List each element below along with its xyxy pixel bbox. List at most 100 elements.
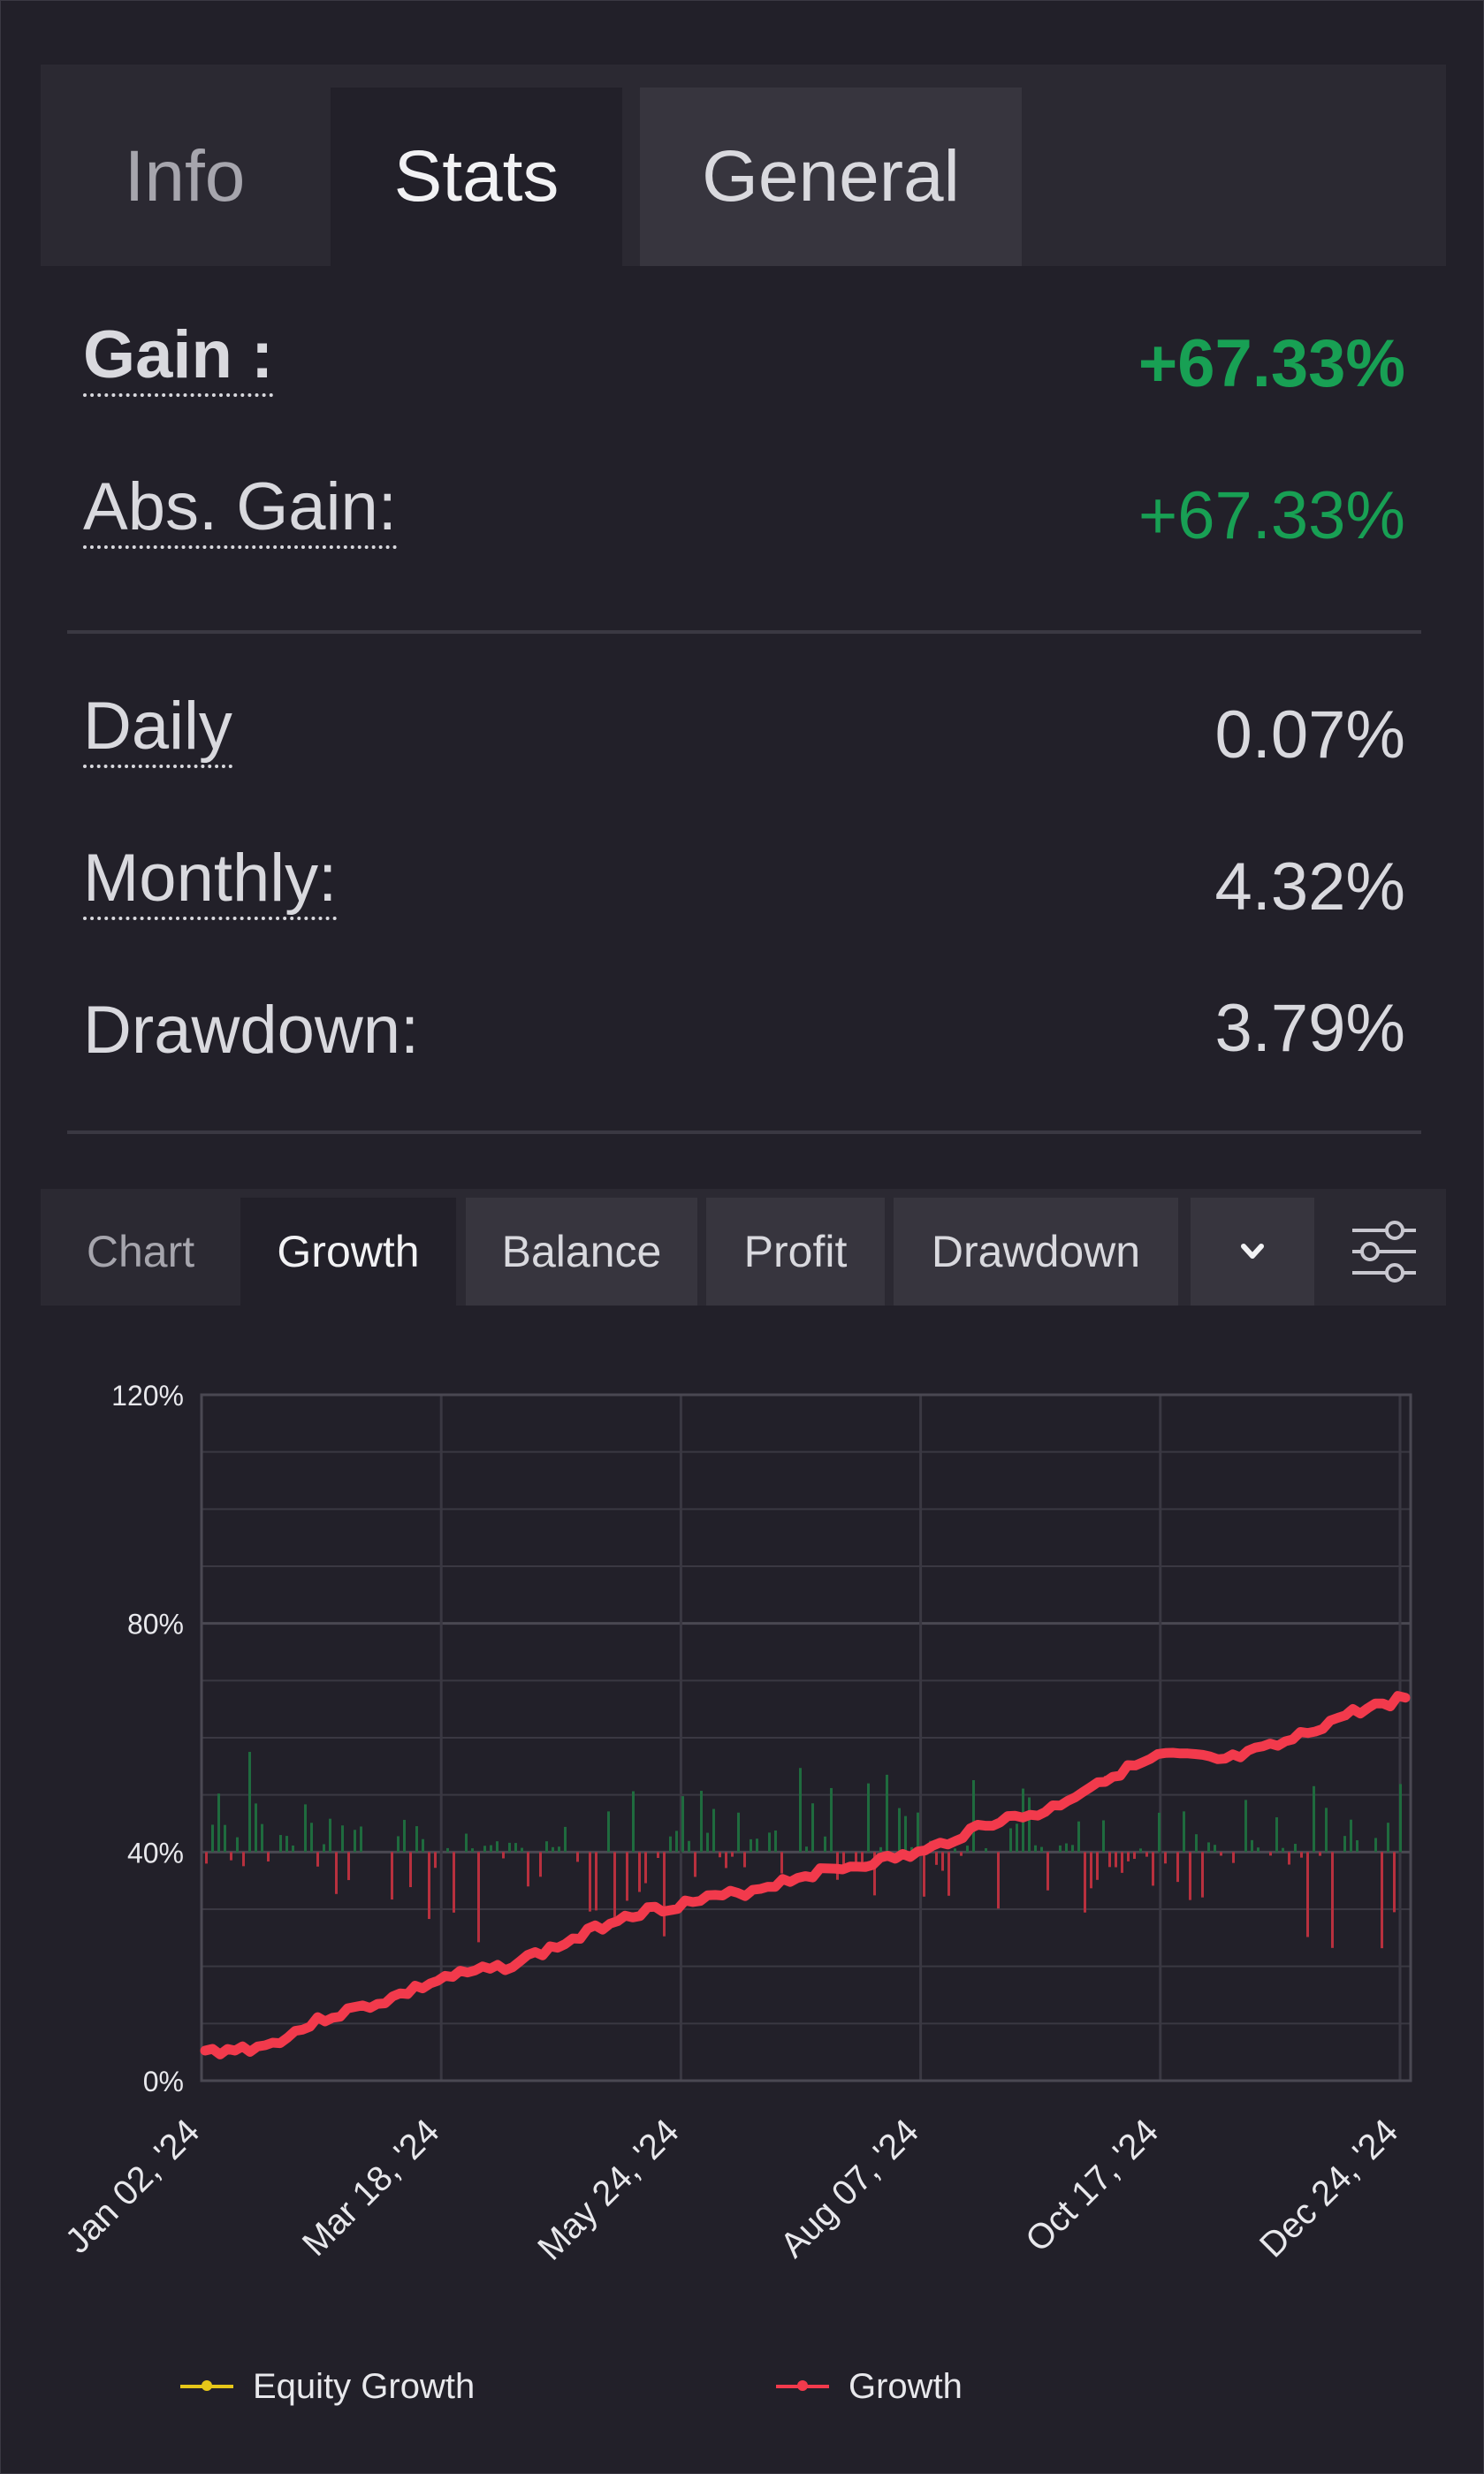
loss-bar — [1133, 1852, 1136, 1860]
growth-point — [1043, 1810, 1047, 1815]
profit-bar — [329, 1818, 331, 1853]
growth-point — [923, 1850, 927, 1854]
profit-bar — [521, 1847, 523, 1853]
profit-bar — [879, 1846, 882, 1853]
drawdown-label: Drawdown: — [83, 993, 420, 1068]
loss-bar — [935, 1852, 938, 1865]
x-tick-label: Dec 24, '24 — [1252, 2112, 1405, 2265]
abs-gain-label[interactable]: Abs. Gain: — [83, 468, 397, 550]
loss-bar — [855, 1852, 857, 1870]
growth-point — [323, 2015, 327, 2020]
profit-bar — [669, 1836, 672, 1853]
loss-bar — [1176, 1852, 1179, 1883]
gain-value: +67.33% — [1138, 326, 1405, 401]
profit-bar — [446, 1847, 449, 1853]
plot-border — [200, 1393, 1412, 2082]
profit-bar — [1028, 1797, 1031, 1853]
loss-bar — [502, 1852, 505, 1859]
profit-bar — [954, 1848, 956, 1853]
profit-bar — [217, 1793, 220, 1853]
profit-bar — [1294, 1844, 1297, 1853]
growth-point — [563, 1941, 567, 1945]
profit-bar — [496, 1841, 498, 1853]
profit-bar — [255, 1803, 257, 1853]
loss-bar — [861, 1852, 864, 1865]
loss-bar — [923, 1852, 925, 1897]
profit-bar — [360, 1826, 362, 1853]
profit-bar — [917, 1812, 919, 1853]
profit-bar — [1139, 1848, 1142, 1853]
profit-bar — [750, 1838, 752, 1853]
profit-bar — [904, 1816, 907, 1853]
profit-bar — [224, 1824, 226, 1853]
y-tick-label: 120% — [111, 1380, 184, 1412]
profit-bar — [471, 1848, 474, 1853]
legend-equity-growth[interactable]: Equity Growth — [180, 2360, 475, 2413]
tab-balance[interactable]: Balance — [466, 1198, 697, 1306]
profit-bar — [564, 1826, 567, 1853]
monthly-row: Monthly: 4.32% — [83, 840, 1405, 946]
chart-bars — [205, 1752, 1402, 1949]
daily-label[interactable]: Daily — [83, 688, 232, 769]
loss-bar — [1232, 1852, 1235, 1863]
profit-bar — [805, 1846, 808, 1853]
profit-bar — [310, 1823, 313, 1853]
profit-bar — [1040, 1846, 1043, 1853]
loss-bar — [267, 1852, 270, 1862]
profit-bar — [248, 1752, 251, 1853]
profit-bar — [886, 1774, 888, 1853]
tab-info[interactable]: Info — [124, 136, 246, 217]
loss-bar — [428, 1852, 430, 1920]
profit-bar — [323, 1844, 325, 1853]
x-axis-ticks: Jan 02, '24 Mar 18, '24 May 24, '24 Aug 07,… — [58, 2112, 1406, 2267]
profit-bar — [341, 1825, 344, 1853]
tab-general[interactable]: General — [640, 88, 1022, 266]
profit-bar — [354, 1830, 356, 1853]
chart-settings-button[interactable] — [1322, 1198, 1446, 1306]
profit-bar — [1251, 1839, 1253, 1853]
loss-bar — [1220, 1852, 1222, 1856]
loss-bar — [1046, 1852, 1049, 1891]
tab-growth[interactable]: Growth — [240, 1198, 456, 1306]
profit-bar — [756, 1838, 758, 1853]
profit-bar — [675, 1831, 678, 1853]
loss-bar — [409, 1852, 412, 1888]
sliders-icon — [1352, 1221, 1416, 1283]
x-tick-label: Aug 07, '24 — [773, 2112, 926, 2265]
profit-bar — [706, 1832, 709, 1853]
growth-point — [623, 1913, 628, 1917]
growth-chart: 120% 80% 40% 0% Jan 02, '24 Mar 18, '24 May 2… — [58, 1380, 1412, 2268]
tab-stats[interactable]: Stats — [331, 88, 622, 266]
profit-bar — [236, 1837, 239, 1853]
loss-bar — [725, 1852, 727, 1869]
growth-point — [743, 1890, 748, 1894]
legend-growth[interactable]: Growth — [776, 2360, 963, 2413]
chart-tab-bar: Chart Growth Balance Profit Drawdown — [41, 1189, 1446, 1306]
stats-divider-2 — [67, 1130, 1421, 1134]
abs-gain-row: Abs. Gain: +67.33% — [83, 468, 1405, 575]
profit-bar — [1065, 1843, 1068, 1853]
loss-bar — [694, 1852, 696, 1877]
growth-point — [1223, 1758, 1228, 1762]
chart-grid — [200, 1393, 1412, 2082]
growth-point — [1283, 1741, 1288, 1746]
monthly-label[interactable]: Monthly: — [83, 840, 338, 921]
chart-lines — [200, 1691, 1411, 2059]
daily-value: 0.07% — [1214, 697, 1406, 773]
loss-bar — [1096, 1852, 1099, 1880]
growth-point — [863, 1861, 867, 1866]
tab-profit[interactable]: Profit — [706, 1198, 885, 1306]
top-tab-bar: Info Stats General — [41, 65, 1446, 266]
profit-bar — [1214, 1845, 1216, 1853]
profit-bar — [1387, 1823, 1389, 1853]
loss-bar — [230, 1852, 232, 1861]
chart-label: Chart — [86, 1227, 195, 1276]
chart-type-dropdown[interactable] — [1191, 1198, 1314, 1306]
legend-equity-swatch — [180, 2380, 233, 2391]
profit-bar — [1282, 1847, 1284, 1853]
loss-bar — [205, 1852, 208, 1864]
gain-label[interactable]: Gain : — [83, 316, 274, 398]
legend-growth-swatch — [776, 2380, 829, 2391]
tab-drawdown[interactable]: Drawdown — [894, 1198, 1178, 1306]
profit-bar — [558, 1846, 560, 1853]
